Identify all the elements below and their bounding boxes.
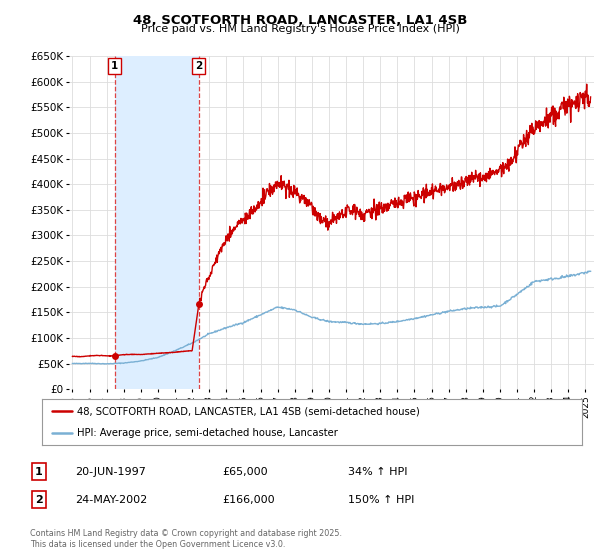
Text: 1: 1	[35, 466, 43, 477]
Text: HPI: Average price, semi-detached house, Lancaster: HPI: Average price, semi-detached house,…	[77, 428, 338, 438]
Text: Contains HM Land Registry data © Crown copyright and database right 2025.
This d: Contains HM Land Registry data © Crown c…	[30, 529, 342, 549]
Text: £166,000: £166,000	[222, 494, 275, 505]
Text: 48, SCOTFORTH ROAD, LANCASTER, LA1 4SB (semi-detached house): 48, SCOTFORTH ROAD, LANCASTER, LA1 4SB (…	[77, 406, 420, 416]
Bar	[115, 56, 199, 389]
Text: 1: 1	[111, 61, 118, 71]
Text: 150% ↑ HPI: 150% ↑ HPI	[348, 494, 415, 505]
Text: 34% ↑ HPI: 34% ↑ HPI	[348, 466, 407, 477]
Text: 2: 2	[35, 494, 43, 505]
Text: 20-JUN-1997: 20-JUN-1997	[75, 466, 146, 477]
Text: 24-MAY-2002: 24-MAY-2002	[75, 494, 147, 505]
Text: £65,000: £65,000	[222, 466, 268, 477]
Text: 2: 2	[195, 61, 202, 71]
Text: 48, SCOTFORTH ROAD, LANCASTER, LA1 4SB: 48, SCOTFORTH ROAD, LANCASTER, LA1 4SB	[133, 14, 467, 27]
Text: Price paid vs. HM Land Registry's House Price Index (HPI): Price paid vs. HM Land Registry's House …	[140, 24, 460, 34]
